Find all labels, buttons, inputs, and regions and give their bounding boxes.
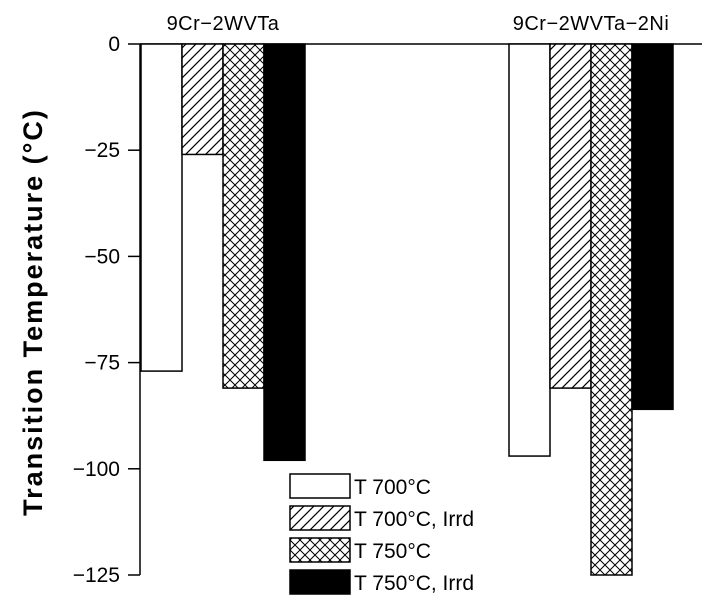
bar	[632, 44, 673, 409]
bar	[182, 44, 223, 154]
y-tick-label: 0	[108, 33, 120, 56]
legend-swatch	[290, 506, 350, 530]
bar	[591, 44, 632, 575]
legend-label: T 700°C, Irrd	[354, 508, 474, 531]
legend-swatch	[290, 474, 350, 498]
y-tick-label: −25	[84, 139, 120, 162]
y-tick-label: −50	[84, 245, 120, 268]
y-tick-label: −100	[73, 458, 120, 481]
bar	[509, 44, 550, 456]
legend-swatch	[290, 570, 350, 594]
group-labels: 9Cr−2WVTa 9Cr−2WVTa−2Ni	[167, 13, 670, 35]
bar	[223, 44, 264, 388]
bar	[550, 44, 591, 388]
legend-label: T 700°C	[354, 476, 431, 499]
legend-label: T 750°C	[354, 540, 431, 563]
y-tick-label: −75	[84, 352, 120, 375]
legend-label: T 750°C, Irrd	[354, 572, 474, 595]
bar	[264, 44, 305, 460]
legend-swatch	[290, 538, 350, 562]
category-label: 9Cr−2WVTa−2Ni	[513, 13, 670, 35]
y-axis: 0 −25 −50 −75 −100 −125	[73, 33, 140, 587]
y-tick-label: −125	[73, 564, 120, 587]
bar	[141, 44, 182, 371]
y-axis-label: Transition Temperature (°C)	[18, 108, 48, 516]
legend: T 700°C T 700°C, Irrd T 750°C T 750°C, Irrd	[290, 474, 474, 595]
category-label: 9Cr−2WVTa	[167, 13, 280, 35]
